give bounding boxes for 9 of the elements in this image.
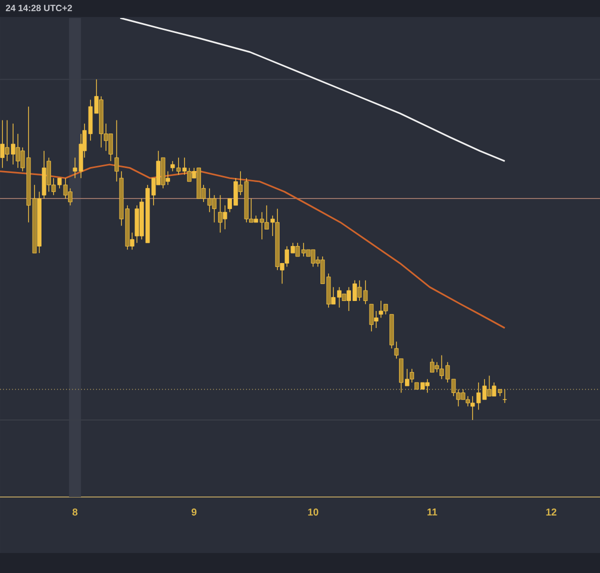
- x-tick-label: 10: [308, 508, 318, 516]
- candlestick: [502, 388, 507, 404]
- x-tick-label: 12: [546, 508, 556, 516]
- candlestick: [394, 341, 399, 360]
- text: 24 14:28 UTC+2: [6, 4, 72, 12]
- x-tick-label: 9: [192, 508, 196, 516]
- candlestick: [114, 120, 119, 182]
- x-tick-label: 11: [427, 508, 438, 516]
- x-tick-label: 8: [72, 508, 78, 516]
